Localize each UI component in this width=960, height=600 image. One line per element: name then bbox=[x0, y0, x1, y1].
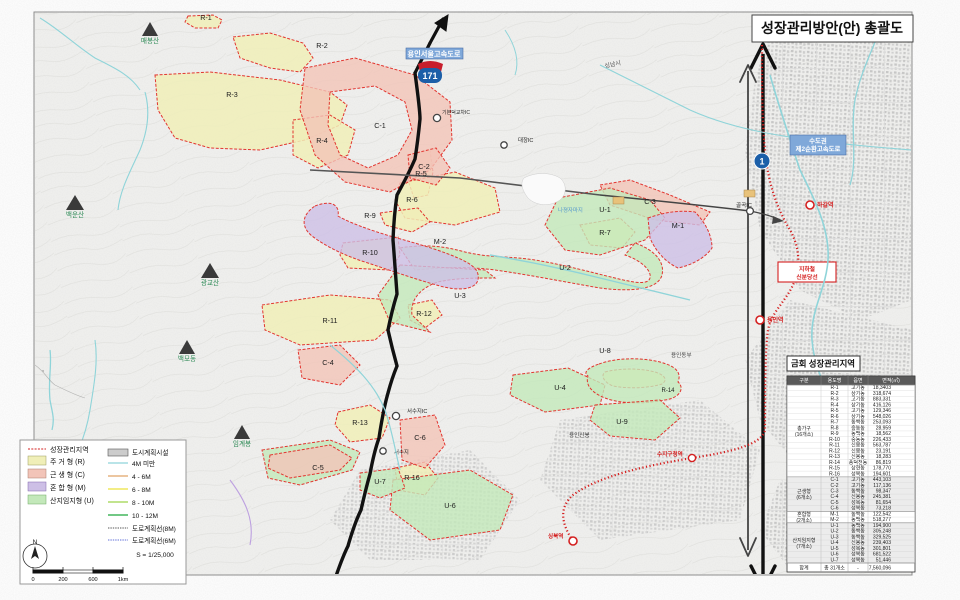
svg-text:U-2: U-2 bbox=[559, 263, 571, 272]
svg-text:R-3: R-3 bbox=[226, 90, 238, 99]
svg-text:C-4: C-4 bbox=[322, 358, 334, 367]
svg-text:C-3: C-3 bbox=[644, 197, 656, 206]
svg-text:제2순환고속도로: 제2순환고속도로 bbox=[796, 144, 841, 153]
svg-text:U-4: U-4 bbox=[554, 383, 566, 392]
svg-text:성장관리지역: 성장관리지역 bbox=[50, 445, 89, 454]
svg-text:싱북역: 싱북역 bbox=[548, 532, 563, 540]
svg-text:8 - 10M: 8 - 10M bbox=[132, 500, 154, 507]
svg-text:51,446: 51,446 bbox=[876, 557, 892, 563]
svg-text:C-5: C-5 bbox=[312, 463, 324, 472]
svg-text:수도권: 수도권 bbox=[809, 136, 827, 145]
svg-text:1: 1 bbox=[759, 157, 764, 167]
svg-text:C-1: C-1 bbox=[374, 121, 386, 130]
svg-text:신분당선: 신분당선 bbox=[796, 273, 817, 281]
svg-text:혼 합 형 (M): 혼 합 형 (M) bbox=[50, 483, 86, 492]
svg-text:1km: 1km bbox=[118, 577, 129, 583]
svg-text:R-6: R-6 bbox=[406, 195, 418, 204]
svg-text:N: N bbox=[33, 539, 38, 546]
svg-text:R-14: R-14 bbox=[661, 388, 675, 394]
svg-text:백운산: 백운산 bbox=[66, 210, 84, 219]
svg-text:용도명: 용도명 bbox=[828, 377, 842, 384]
svg-text:기본덕교차IC: 기본덕교차IC bbox=[442, 109, 470, 116]
svg-text:10 - 12M: 10 - 12M bbox=[132, 513, 158, 520]
svg-text:성장관리방안(안) 총괄도: 성장관리방안(안) 총괄도 bbox=[761, 20, 903, 36]
svg-text:면적(㎥): 면적(㎥) bbox=[882, 377, 900, 384]
svg-text:합계: 합계 bbox=[799, 565, 809, 572]
svg-text:7,560,096: 7,560,096 bbox=[869, 566, 891, 572]
svg-text:U-6: U-6 bbox=[444, 501, 456, 510]
svg-text:용인역: 용인역 bbox=[767, 316, 784, 324]
svg-text:U-3: U-3 bbox=[454, 291, 466, 300]
svg-text:6 - 8M: 6 - 8M bbox=[132, 487, 151, 494]
svg-text:용인서울고속도로: 용인서울고속도로 bbox=[408, 50, 461, 59]
svg-text:S = 1/25,000: S = 1/25,000 bbox=[136, 552, 174, 559]
svg-text:U-8: U-8 bbox=[599, 346, 611, 355]
svg-text:(6개소): (6개소) bbox=[796, 494, 812, 501]
svg-text:C-2: C-2 bbox=[418, 162, 430, 171]
svg-text:백모동: 백모동 bbox=[178, 354, 196, 363]
svg-text:U-7: U-7 bbox=[830, 557, 838, 563]
svg-text:4 - 6M: 4 - 6M bbox=[132, 474, 151, 481]
svg-text:U-7: U-7 bbox=[374, 477, 386, 486]
svg-text:도시계획시설: 도시계획시설 bbox=[132, 448, 168, 457]
svg-text:하갈역: 하갈역 bbox=[817, 201, 834, 209]
svg-text:근 생 형 (C): 근 생 형 (C) bbox=[50, 470, 85, 479]
svg-text:성복동: 성복동 bbox=[851, 556, 865, 563]
svg-text:R-10: R-10 bbox=[362, 248, 378, 257]
svg-text:도로계획선(8M): 도로계획선(8M) bbox=[132, 524, 176, 533]
svg-text:임계봉: 임계봉 bbox=[233, 439, 251, 448]
svg-text:지하철: 지하철 bbox=[799, 265, 815, 273]
svg-text:M-2: M-2 bbox=[434, 237, 446, 246]
svg-text:도로계획선(6M): 도로계획선(6M) bbox=[132, 536, 176, 545]
svg-text:600: 600 bbox=[88, 577, 97, 583]
svg-text:읍면: 읍면 bbox=[853, 377, 863, 384]
svg-text:R-7: R-7 bbox=[599, 228, 611, 237]
svg-text:산지임지형: 산지임지형 bbox=[792, 537, 815, 544]
svg-text:골곡IC: 골곡IC bbox=[736, 202, 752, 209]
svg-text:대장IC: 대장IC bbox=[518, 136, 533, 144]
svg-text:용인동부: 용인동부 bbox=[671, 352, 692, 359]
svg-text:총 31개소: 총 31개소 bbox=[824, 565, 845, 572]
svg-text:R-9: R-9 bbox=[364, 211, 376, 220]
svg-text:R-13: R-13 bbox=[352, 418, 368, 427]
svg-text:R-12: R-12 bbox=[416, 309, 432, 318]
svg-text:주 거 형 (R): 주 거 형 (R) bbox=[50, 457, 85, 466]
svg-text:구분: 구분 bbox=[799, 378, 809, 384]
svg-text:(16개소): (16개소) bbox=[795, 431, 813, 438]
svg-text:R-4: R-4 bbox=[316, 136, 328, 145]
svg-text:금회 성장관리지역: 금회 성장관리지역 bbox=[791, 359, 855, 369]
svg-text:광교산: 광교산 bbox=[201, 278, 219, 287]
svg-text:R-11: R-11 bbox=[322, 316, 337, 325]
svg-text:R-2: R-2 bbox=[316, 41, 328, 50]
svg-text:M-1: M-1 bbox=[672, 221, 684, 230]
svg-text:총가구: 총가구 bbox=[797, 425, 811, 432]
svg-text:U-1: U-1 bbox=[599, 205, 611, 214]
svg-text:근생형: 근생형 bbox=[797, 488, 811, 495]
svg-text:R-1: R-1 bbox=[200, 13, 212, 22]
svg-text:수지구청역: 수지구청역 bbox=[657, 450, 683, 458]
svg-text:나졍자마지: 나졍자마지 bbox=[558, 206, 583, 214]
svg-text:서수지IC: 서수지IC bbox=[407, 407, 427, 415]
svg-text:용인신봉: 용인신봉 bbox=[569, 431, 590, 439]
svg-text:R-16: R-16 bbox=[404, 473, 420, 482]
svg-text:171: 171 bbox=[422, 71, 437, 81]
svg-text:(7개소): (7개소) bbox=[796, 543, 812, 550]
svg-text:매봉산: 매봉산 bbox=[141, 36, 159, 45]
svg-text:4M 미만: 4M 미만 bbox=[132, 459, 155, 468]
svg-text:0: 0 bbox=[31, 577, 34, 583]
svg-text:U-9: U-9 bbox=[616, 417, 628, 426]
svg-text:혼합형: 혼합형 bbox=[797, 511, 811, 518]
svg-text:C-6: C-6 bbox=[414, 433, 426, 442]
svg-text:200: 200 bbox=[58, 577, 67, 583]
svg-text:산지임지형 (U): 산지임지형 (U) bbox=[50, 496, 94, 505]
